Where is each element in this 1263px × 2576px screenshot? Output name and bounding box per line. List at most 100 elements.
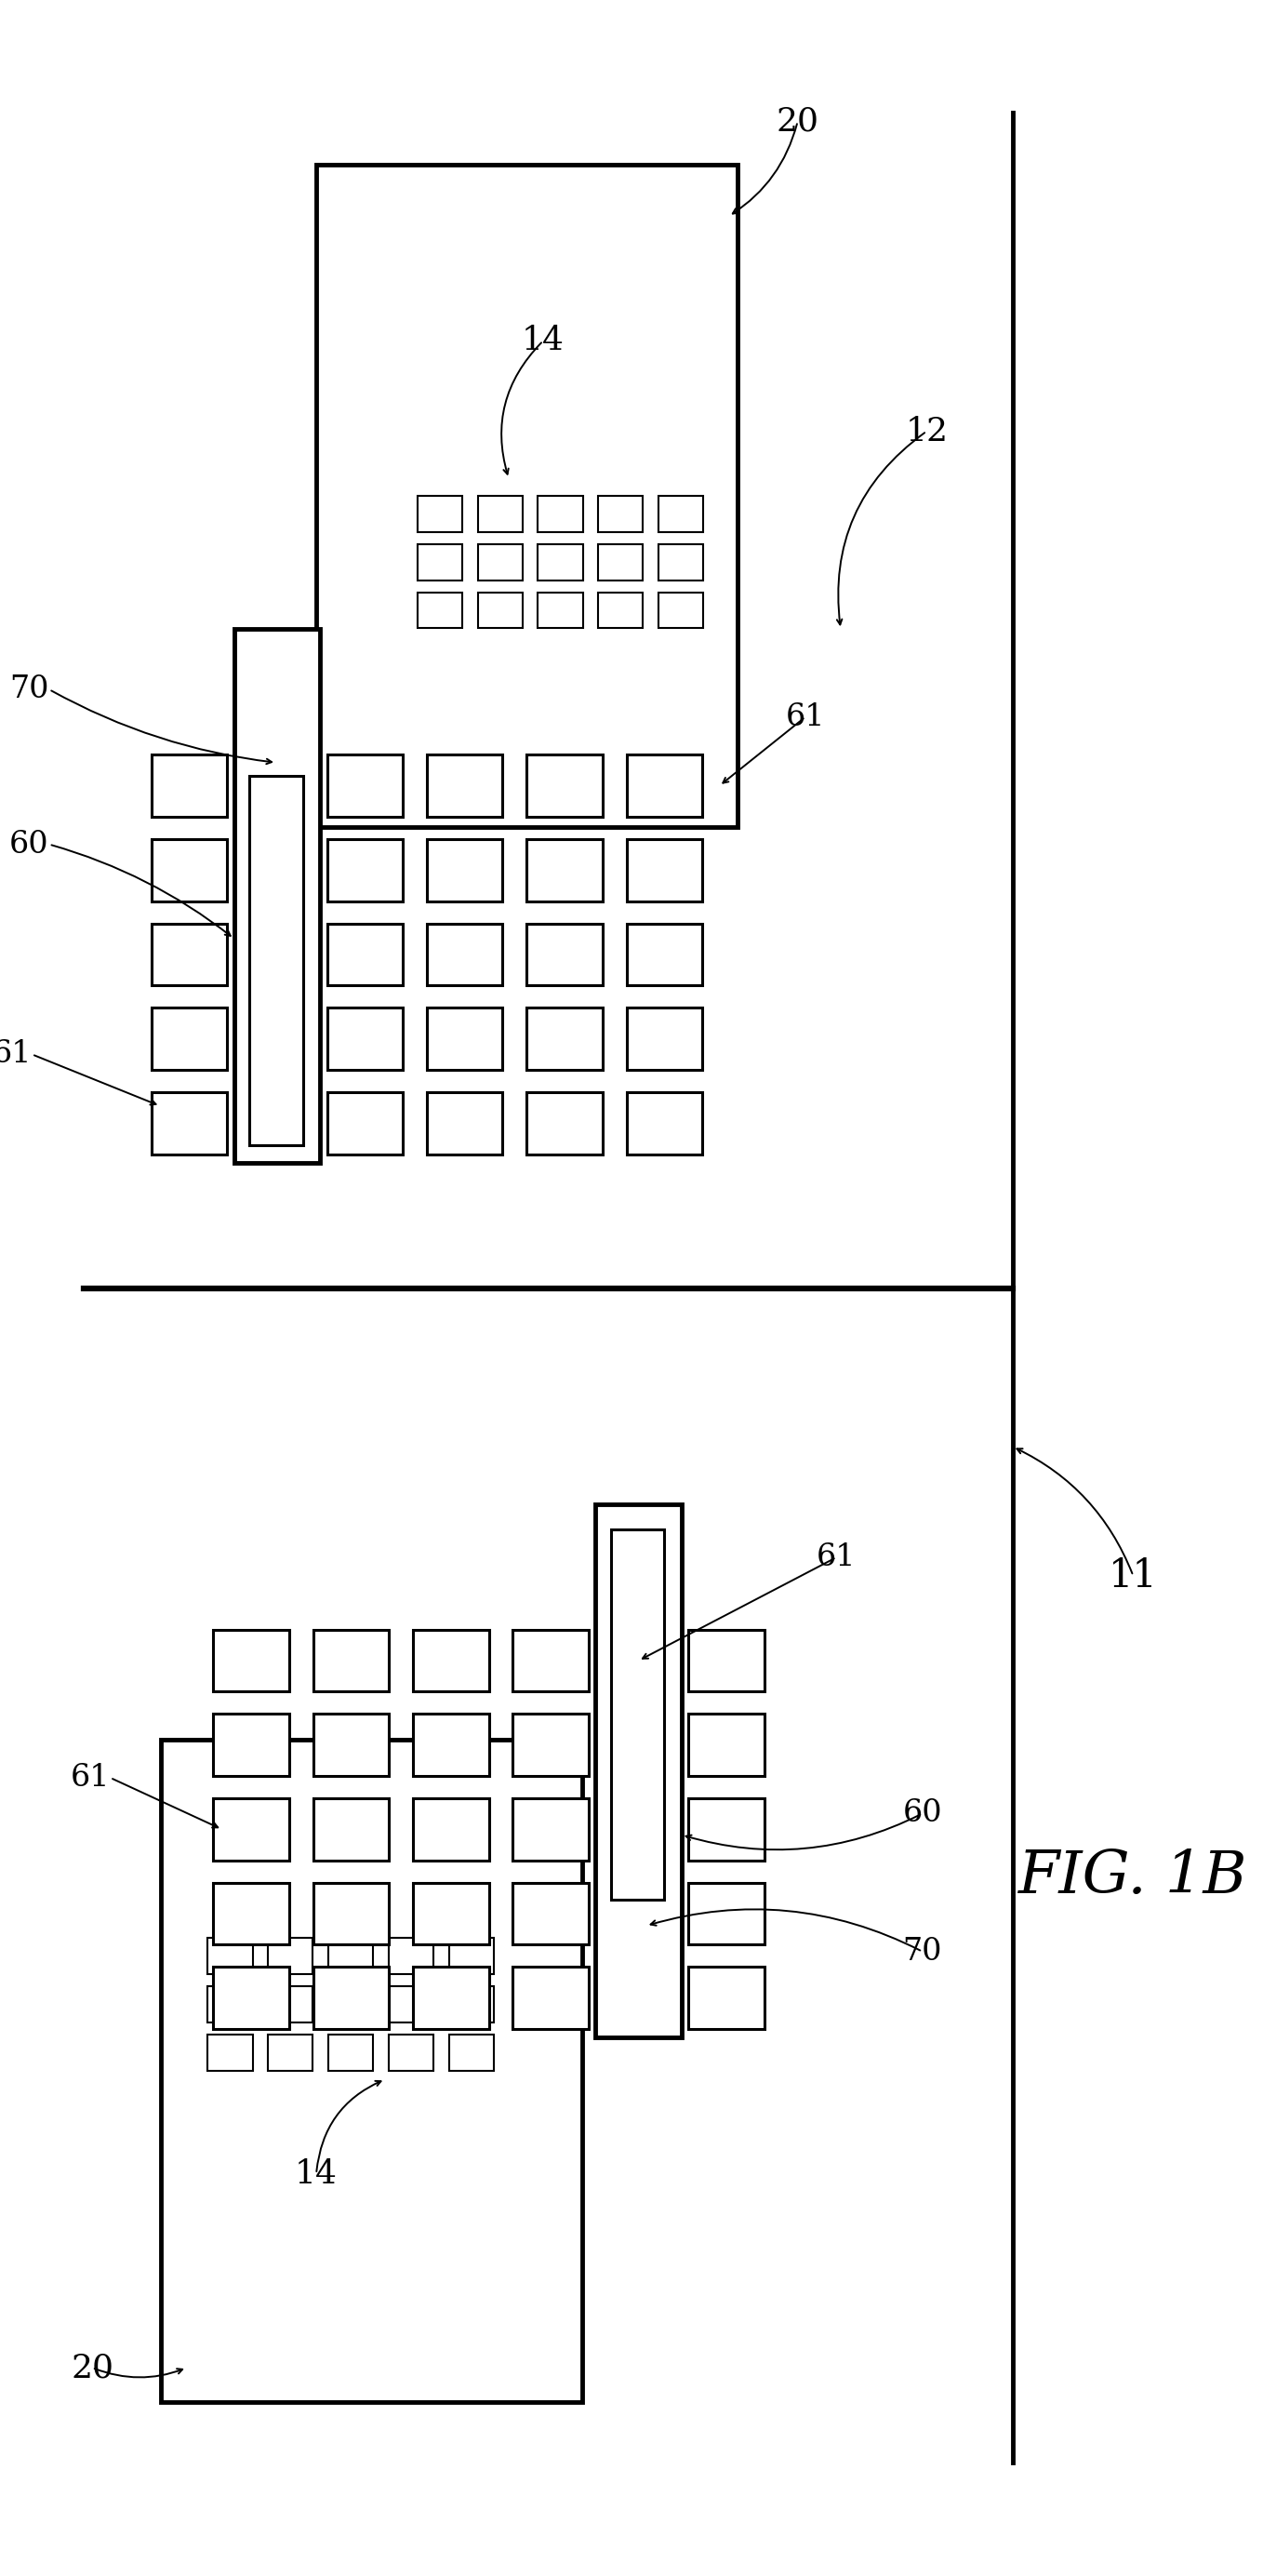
Bar: [538, 544, 582, 580]
Bar: [513, 1968, 589, 2030]
Bar: [599, 544, 643, 580]
Text: 61: 61: [786, 703, 825, 732]
Bar: [160, 1739, 582, 2401]
Text: 11: 11: [1109, 1556, 1158, 1595]
Bar: [389, 2035, 433, 2071]
Bar: [538, 495, 582, 531]
Text: 14: 14: [522, 325, 565, 355]
Bar: [427, 840, 503, 902]
Bar: [327, 1092, 403, 1154]
Bar: [418, 592, 462, 629]
Bar: [152, 1092, 227, 1154]
Bar: [268, 2035, 313, 2071]
Bar: [213, 1631, 289, 1692]
Text: 61: 61: [71, 1762, 110, 1793]
Bar: [688, 1798, 764, 1860]
Bar: [328, 1986, 373, 2022]
Bar: [688, 1713, 764, 1775]
Text: 61: 61: [0, 1041, 32, 1069]
Bar: [413, 1798, 489, 1860]
Bar: [513, 1883, 589, 1945]
Bar: [527, 1092, 602, 1154]
Bar: [448, 1986, 494, 2022]
Bar: [527, 755, 602, 817]
Bar: [513, 1631, 589, 1692]
Bar: [688, 1968, 764, 2030]
Bar: [234, 629, 320, 1162]
Bar: [527, 925, 602, 987]
Bar: [427, 1092, 503, 1154]
Bar: [268, 1937, 313, 1973]
Bar: [413, 1968, 489, 2030]
Bar: [250, 775, 303, 1146]
Bar: [448, 2035, 494, 2071]
Bar: [327, 840, 403, 902]
Bar: [328, 1937, 373, 1973]
Bar: [327, 755, 403, 817]
Bar: [626, 925, 702, 987]
Bar: [389, 1986, 433, 2022]
Text: FIG. 1B: FIG. 1B: [1018, 1850, 1248, 1906]
Bar: [658, 495, 703, 531]
Bar: [213, 1798, 289, 1860]
Bar: [213, 1713, 289, 1775]
Bar: [626, 840, 702, 902]
Text: 12: 12: [906, 415, 949, 448]
Bar: [626, 1007, 702, 1069]
Bar: [208, 1986, 253, 2022]
Bar: [513, 1713, 589, 1775]
Bar: [688, 1883, 764, 1945]
Bar: [427, 1007, 503, 1069]
Bar: [208, 2035, 253, 2071]
Bar: [427, 755, 503, 817]
Bar: [538, 592, 582, 629]
Bar: [427, 925, 503, 987]
Bar: [413, 1713, 489, 1775]
Text: 14: 14: [294, 2159, 337, 2190]
Bar: [327, 925, 403, 987]
Bar: [688, 1631, 764, 1692]
Text: 70: 70: [903, 1937, 942, 1965]
Bar: [599, 592, 643, 629]
Bar: [513, 1798, 589, 1860]
Bar: [477, 592, 523, 629]
Bar: [152, 925, 227, 987]
Bar: [477, 544, 523, 580]
Text: 20: 20: [71, 2352, 114, 2383]
Bar: [527, 1007, 602, 1069]
Bar: [413, 1883, 489, 1945]
Bar: [527, 840, 602, 902]
Bar: [213, 1968, 289, 2030]
Bar: [327, 1007, 403, 1069]
Bar: [152, 840, 227, 902]
Bar: [658, 544, 703, 580]
Bar: [599, 495, 643, 531]
Bar: [313, 1798, 389, 1860]
Bar: [389, 1937, 433, 1973]
Text: 70: 70: [10, 675, 49, 703]
Bar: [268, 1986, 313, 2022]
Text: 60: 60: [9, 829, 49, 860]
Bar: [328, 2035, 373, 2071]
Bar: [611, 1530, 664, 1901]
Bar: [418, 544, 462, 580]
Text: 60: 60: [903, 1798, 942, 1829]
Bar: [626, 755, 702, 817]
Bar: [413, 1631, 489, 1692]
Bar: [313, 1968, 389, 2030]
Bar: [213, 1883, 289, 1945]
Text: 61: 61: [817, 1543, 856, 1571]
Bar: [626, 1092, 702, 1154]
Bar: [152, 755, 227, 817]
Bar: [595, 1504, 682, 2038]
Bar: [313, 1713, 389, 1775]
Bar: [208, 1937, 253, 1973]
Bar: [152, 1007, 227, 1069]
Bar: [477, 495, 523, 531]
Bar: [418, 495, 462, 531]
Bar: [313, 1883, 389, 1945]
Text: 20: 20: [777, 106, 818, 137]
Bar: [313, 1631, 389, 1692]
Bar: [316, 165, 738, 827]
Bar: [448, 1937, 494, 1973]
